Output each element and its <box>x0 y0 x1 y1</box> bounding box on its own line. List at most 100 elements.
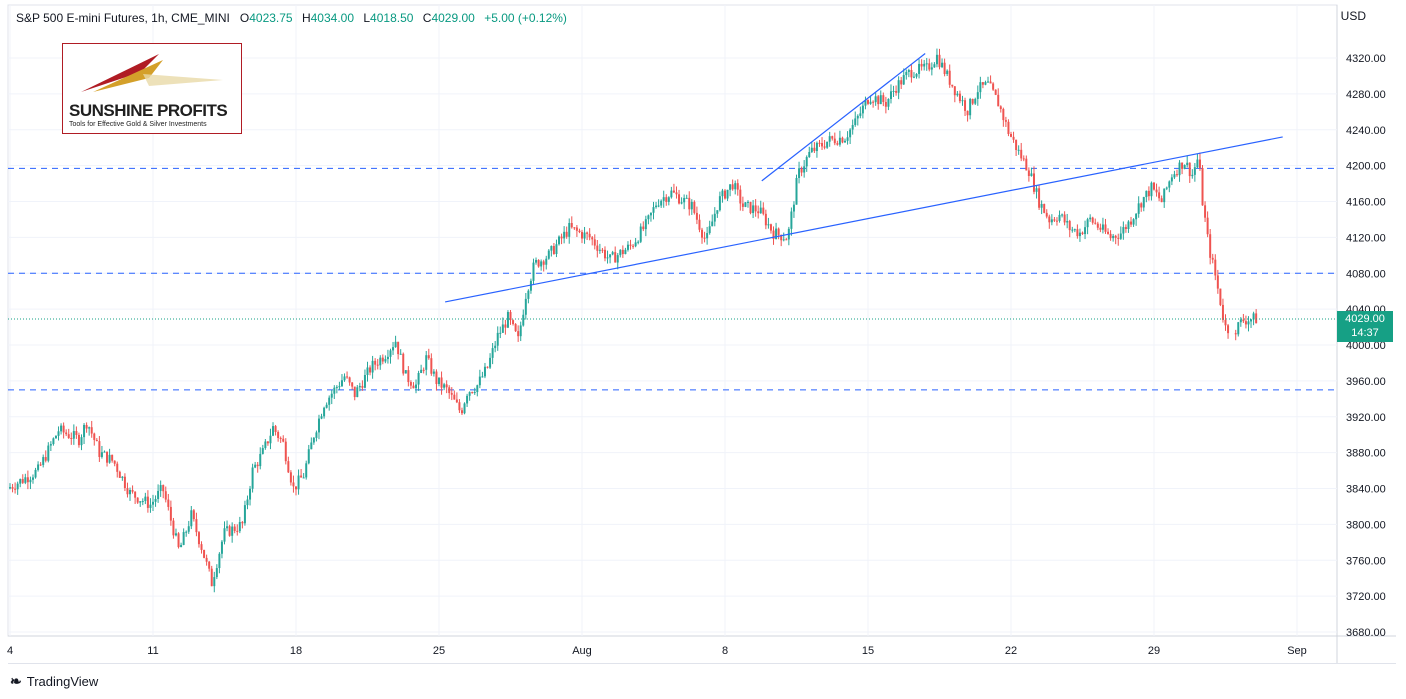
candle-body <box>420 369 423 373</box>
y-tick-label: 4280.00 <box>1346 89 1386 101</box>
candle-body <box>1063 214 1066 223</box>
candle-body <box>77 434 80 446</box>
candle-body <box>1137 203 1140 214</box>
candle-body <box>218 553 221 569</box>
candle-body <box>846 137 849 141</box>
candle-body <box>838 137 841 145</box>
candle-body <box>948 70 951 85</box>
candle-body <box>1173 174 1176 178</box>
candle-body <box>111 454 114 461</box>
candle-body <box>1073 229 1076 231</box>
low-label: L <box>363 11 371 25</box>
tradingview-brand[interactable]: TradingView <box>26 674 99 689</box>
candle-body <box>815 142 818 152</box>
candle-body <box>555 244 558 255</box>
candle-body <box>762 207 765 214</box>
candle-body <box>1048 216 1051 223</box>
candle-body <box>1027 170 1030 177</box>
candle-body <box>701 229 704 238</box>
candle-body <box>386 356 389 360</box>
candle-body <box>131 489 134 492</box>
candle-body <box>478 376 481 386</box>
candle-body <box>450 393 453 395</box>
candle-body <box>476 385 479 393</box>
candle-body <box>810 147 813 153</box>
candle-body <box>688 197 691 210</box>
candle-body <box>88 427 91 429</box>
candle-body <box>849 129 852 138</box>
candle-body <box>606 257 609 259</box>
open-label: O <box>239 11 250 25</box>
candle-body <box>323 407 326 417</box>
candle-body <box>1183 165 1186 169</box>
candle-body <box>195 519 198 533</box>
candle-body <box>317 418 320 433</box>
candle-body <box>552 246 555 255</box>
candle-body <box>570 223 573 228</box>
candle-body <box>573 227 576 229</box>
candle-body <box>851 125 854 130</box>
candle-body <box>672 190 675 193</box>
candle-body <box>1250 319 1253 322</box>
candle-body <box>1012 136 1015 140</box>
candle-body <box>453 394 456 400</box>
candle-body <box>47 445 50 461</box>
candle-body <box>259 453 262 467</box>
candle-body <box>675 192 678 195</box>
candle-body <box>496 332 499 346</box>
trend-line[interactable] <box>445 136 1283 303</box>
candle-body <box>49 444 52 446</box>
candle-body <box>1055 220 1058 222</box>
candle-body <box>1076 229 1079 237</box>
candle-body <box>333 387 336 394</box>
candle-body <box>412 385 415 389</box>
candle-body <box>455 399 458 403</box>
candle-body <box>884 101 887 107</box>
candle-body <box>70 437 73 439</box>
candle-body <box>11 487 14 489</box>
candle-body <box>918 63 921 74</box>
candle-body <box>642 226 645 230</box>
candle-body <box>1204 205 1207 218</box>
candle-body <box>139 501 142 503</box>
x-tick-label: 11 <box>147 645 158 657</box>
candle-body <box>149 504 152 508</box>
candle-body <box>26 477 29 483</box>
candle-body <box>445 384 448 388</box>
y-tick-label: 4120.00 <box>1346 232 1386 244</box>
candle-body <box>80 437 83 446</box>
candle-body <box>425 355 428 370</box>
candle-body <box>182 532 185 545</box>
candle-body <box>662 197 665 201</box>
high-label: H <box>301 11 311 25</box>
candle-body <box>729 184 732 190</box>
candle-body <box>67 434 70 438</box>
candle-body <box>1004 120 1007 122</box>
y-tick-label: 3680.00 <box>1346 627 1386 639</box>
candle-body <box>1099 227 1102 230</box>
candle-body <box>759 207 762 214</box>
candle-body <box>946 70 949 75</box>
candle-body <box>565 231 568 237</box>
candle-body <box>134 491 137 498</box>
candle-body <box>882 95 885 102</box>
candle-body <box>190 510 193 527</box>
candle-body <box>872 101 875 103</box>
candle-body <box>254 464 257 468</box>
candle-body <box>581 232 583 239</box>
candle-body <box>1145 190 1148 198</box>
candle-body <box>560 236 563 239</box>
candle-body <box>619 249 622 256</box>
candle-body <box>683 197 686 203</box>
candle-body <box>1216 275 1219 289</box>
candle-body <box>458 402 461 411</box>
candle-body <box>103 451 106 453</box>
candle-body <box>1155 189 1158 193</box>
candle-body <box>223 528 226 542</box>
trend-line[interactable] <box>761 53 926 182</box>
tradingview-logo-icon[interactable]: ❧ <box>10 673 22 689</box>
candle-body <box>409 382 412 386</box>
candle-body <box>695 212 698 220</box>
candle-body <box>711 221 714 227</box>
